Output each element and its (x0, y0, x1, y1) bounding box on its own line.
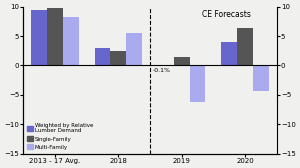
Bar (47, 8, 63, 66)
Bar (110, 51, 126, 66)
Legend: Weighted by Relative
Lumber Demand, Single-Family, Multi-Family: Weighted by Relative Lumber Demand, Sing… (26, 121, 94, 151)
Bar (253, 66, 269, 91)
Bar (190, 66, 206, 102)
Bar (174, 57, 190, 66)
Bar (221, 42, 237, 66)
Text: CE Forecasts: CE Forecasts (202, 10, 250, 19)
Bar (126, 33, 142, 66)
Bar (237, 28, 253, 66)
Text: -0.1%: -0.1% (153, 68, 171, 73)
Bar (63, 17, 79, 66)
Bar (94, 48, 110, 66)
Bar (31, 10, 47, 66)
